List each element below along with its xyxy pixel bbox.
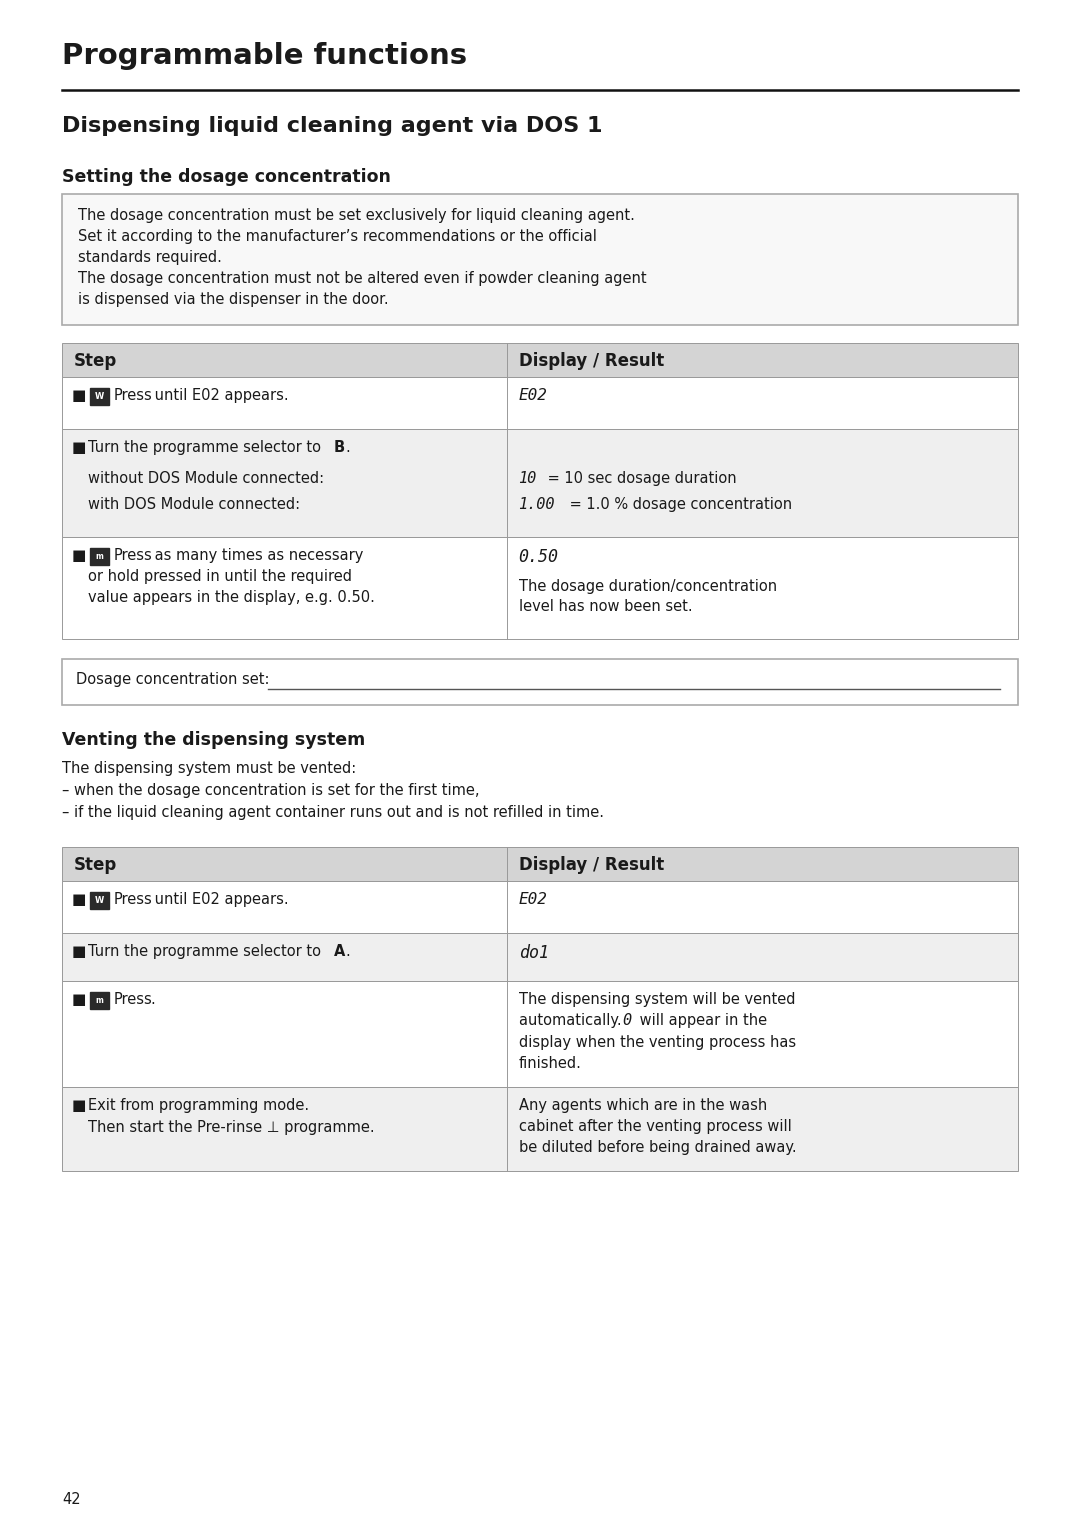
Text: Dispensing liquid cleaning agent via DOS 1: Dispensing liquid cleaning agent via DOS… (62, 116, 603, 136)
Text: Set it according to the manufacturer’s recommendations or the official: Set it according to the manufacturer’s r… (78, 229, 597, 245)
Text: Press: Press (114, 547, 152, 563)
Text: Venting the dispensing system: Venting the dispensing system (62, 731, 365, 749)
Text: 42: 42 (62, 1492, 81, 1508)
Text: automatically.: automatically. (518, 1014, 631, 1027)
Text: ■: ■ (72, 891, 86, 907)
Text: 1.00: 1.00 (518, 497, 555, 512)
Text: Then start the Pre-rinse ⊥ programme.: Then start the Pre-rinse ⊥ programme. (87, 1121, 375, 1135)
Text: as many times as necessary: as many times as necessary (150, 547, 363, 563)
Text: – when the dosage concentration is set for the first time,: – when the dosage concentration is set f… (62, 783, 480, 798)
Bar (62, 378, 1018, 430)
Bar (62, 342, 1018, 378)
Text: Press: Press (114, 992, 152, 1008)
Text: Press: Press (114, 388, 152, 404)
Text: W: W (95, 896, 104, 905)
Text: ■: ■ (72, 547, 86, 563)
Text: .: . (345, 943, 350, 959)
Text: display when the venting process has: display when the venting process has (518, 1035, 796, 1050)
Text: – if the liquid cleaning agent container runs out and is not refilled in time.: – if the liquid cleaning agent container… (62, 804, 604, 820)
Text: m: m (95, 995, 104, 1005)
Text: value appears in the display, e.g. 0.50.: value appears in the display, e.g. 0.50. (87, 590, 375, 605)
Text: level has now been set.: level has now been set. (518, 599, 692, 615)
Bar (90, 891, 109, 910)
Text: standards required.: standards required. (78, 251, 221, 265)
Text: without DOS Module connected:: without DOS Module connected: (87, 471, 324, 486)
Text: Setting the dosage concentration: Setting the dosage concentration (62, 168, 391, 187)
Text: 0: 0 (622, 1014, 632, 1027)
Text: Dosage concentration set:: Dosage concentration set: (76, 673, 270, 687)
Text: with DOS Module connected:: with DOS Module connected: (87, 497, 300, 512)
Text: The dosage concentration must not be altered even if powder cleaning agent: The dosage concentration must not be alt… (78, 271, 647, 286)
Text: .: . (345, 440, 350, 456)
Text: will appear in the: will appear in the (635, 1014, 767, 1027)
Text: cabinet after the venting process will: cabinet after the venting process will (518, 1119, 792, 1135)
Text: Display / Result: Display / Result (518, 352, 664, 370)
Bar (62, 194, 1018, 326)
Text: Any agents which are in the wash: Any agents which are in the wash (518, 1098, 767, 1113)
Text: Programmable functions: Programmable functions (62, 41, 468, 70)
Text: B: B (334, 440, 346, 456)
Bar (90, 388, 109, 405)
Bar (62, 537, 1018, 639)
Bar (62, 933, 1018, 982)
Text: ■: ■ (72, 992, 86, 1008)
Text: Press: Press (114, 891, 152, 907)
Text: 10: 10 (518, 471, 537, 486)
Text: Step: Step (75, 352, 118, 370)
Text: ■: ■ (72, 943, 86, 959)
Text: Display / Result: Display / Result (518, 856, 664, 875)
Bar (62, 430, 1018, 537)
Text: = 10 sec dosage duration: = 10 sec dosage duration (542, 471, 737, 486)
Text: Exit from programming mode.: Exit from programming mode. (87, 1098, 309, 1113)
Text: 0.50: 0.50 (518, 547, 558, 566)
Bar (90, 992, 109, 1009)
Text: be diluted before being drained away.: be diluted before being drained away. (518, 1141, 796, 1154)
Text: The dosage concentration must be set exclusively for liquid cleaning agent.: The dosage concentration must be set exc… (78, 208, 635, 223)
Text: The dosage duration/concentration: The dosage duration/concentration (518, 579, 777, 593)
Text: ■: ■ (72, 440, 86, 456)
Text: The dispensing system will be vented: The dispensing system will be vented (518, 992, 795, 1008)
Text: is dispensed via the dispenser in the door.: is dispensed via the dispenser in the do… (78, 292, 389, 307)
Text: do1: do1 (518, 943, 549, 962)
Text: .: . (150, 992, 154, 1008)
Text: E02: E02 (518, 388, 548, 404)
Bar (62, 982, 1018, 1087)
Text: until E02 appears.: until E02 appears. (150, 891, 288, 907)
Text: ■: ■ (72, 388, 86, 404)
Text: ■: ■ (72, 1098, 86, 1113)
Bar (62, 1087, 1018, 1171)
Text: m: m (95, 552, 104, 561)
Bar (62, 847, 1018, 881)
Text: The dispensing system must be vented:: The dispensing system must be vented: (62, 761, 356, 777)
Bar (62, 659, 1018, 705)
Bar (62, 881, 1018, 933)
Text: Turn the programme selector to: Turn the programme selector to (87, 943, 326, 959)
Text: Turn the programme selector to: Turn the programme selector to (87, 440, 326, 456)
Text: W: W (95, 391, 104, 401)
Text: finished.: finished. (518, 1057, 581, 1070)
Text: = 1.0 % dosage concentration: = 1.0 % dosage concentration (565, 497, 792, 512)
Text: or hold pressed in until the required: or hold pressed in until the required (87, 569, 352, 584)
Text: until E02 appears.: until E02 appears. (150, 388, 288, 404)
Text: E02: E02 (518, 891, 548, 907)
Text: A: A (334, 943, 346, 959)
Bar (90, 547, 109, 566)
Text: Step: Step (75, 856, 118, 875)
